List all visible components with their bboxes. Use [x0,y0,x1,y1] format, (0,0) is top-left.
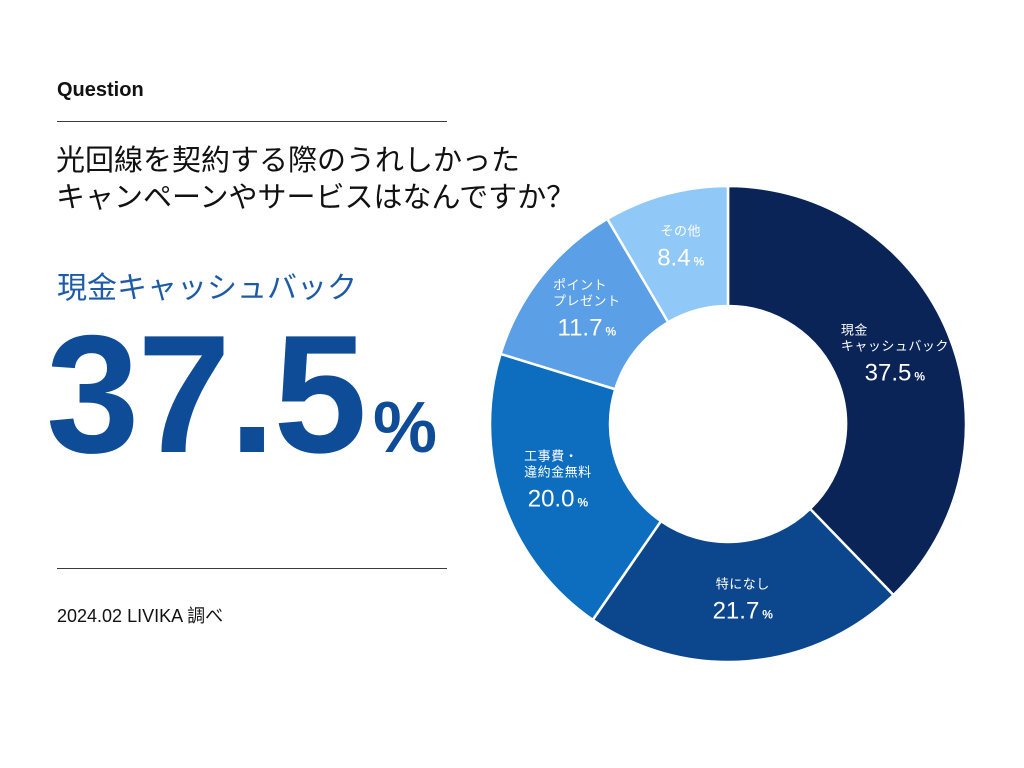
slice-value: 8.4% [657,245,704,276]
highlight-value: 37.5% [46,310,437,512]
slice-value-unit: % [914,369,926,383]
slice-value: 37.5% [865,359,925,390]
slice-category: 特になし [715,577,770,593]
slice-value-number: 21.7 [712,597,760,625]
question-text: 光回線を契約する際のうれしかった キャンペーンやサービスはなんですか？ [56,142,575,216]
slice-value: 20.0% [528,485,588,516]
highlight-label: 現金キャッシュバック [57,271,357,306]
highlight-number: 37.5 [46,300,367,488]
slice-value: 11.7% [558,315,617,346]
source-note: 2024.02 LIVIKA 調べ [57,606,224,626]
donut-slice [488,352,663,622]
slice-label: 現金 キャッシュバック 37.5% [841,323,949,390]
slice-label: 工事費・ 違約金無料 20.0% [524,449,592,516]
top-divider [57,121,447,122]
donut-slice [606,184,730,324]
slice-label: 特になし 21.7% [713,578,773,629]
slice-value-number: 20.0 [527,485,575,513]
slice-label: ポイント プレゼント 11.7% [553,279,621,346]
slice-value-number: 8.4 [657,244,691,272]
highlight-unit: % [372,388,438,468]
slice-label: その他 8.4% [657,225,704,276]
question-heading: Question [57,79,144,101]
slice-category: 工事費・ 違約金無料 [524,449,592,481]
slice-value: 21.7% [713,598,773,629]
donut-slice [726,184,968,597]
donut-slice [591,507,895,664]
bottom-divider [57,568,447,569]
slice-value-number: 37.5 [864,359,912,386]
slice-value-unit: % [693,254,705,269]
slice-category: その他 [660,224,701,240]
slice-category: 現金 キャッシュバック [840,323,949,354]
question-line: 光回線を契約する際のうれしかった [56,143,521,177]
slice-category: ポイント プレゼント [553,278,621,310]
slice-value-unit: % [762,607,773,622]
question-line: キャンペーンやサービスはなんですか？ [56,180,576,214]
slice-value-number: 11.7 [557,314,603,342]
slice-value-unit: % [605,324,617,339]
slice-value-unit: % [577,495,589,510]
